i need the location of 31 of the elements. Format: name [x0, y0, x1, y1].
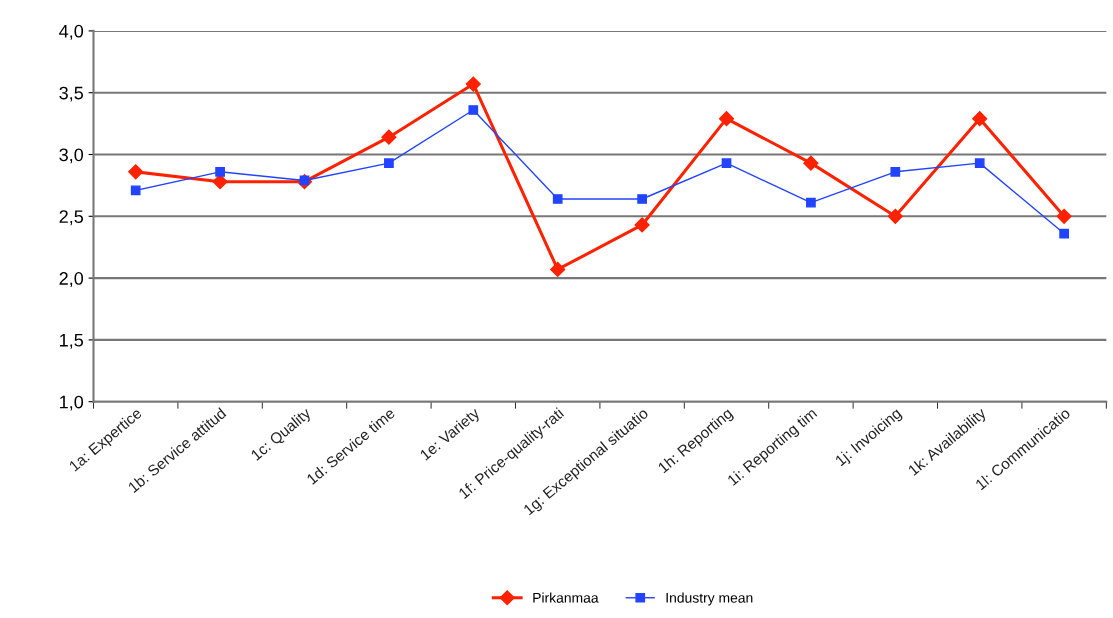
y-tick-label: 1,5	[60, 334, 84, 349]
point	[803, 155, 819, 171]
point	[1059, 228, 1069, 239]
point	[552, 194, 563, 204]
point	[974, 158, 985, 169]
point	[381, 129, 397, 145]
legend-label: Pirkanmaa	[533, 592, 599, 603]
point	[215, 166, 225, 177]
y-tick-label: 2,0	[59, 272, 84, 287]
point	[887, 208, 903, 224]
point	[550, 261, 566, 278]
point	[721, 158, 732, 169]
y-tick-label: 4,0	[59, 24, 84, 40]
point	[972, 111, 988, 127]
point	[468, 105, 479, 115]
point	[465, 76, 481, 92]
legend-label: Industry mean	[666, 592, 753, 606]
point	[128, 164, 144, 180]
point	[130, 185, 141, 196]
point	[637, 194, 647, 204]
point	[1056, 208, 1072, 224]
point	[718, 111, 735, 127]
point	[384, 158, 394, 169]
y-tick-label: 1,0	[60, 395, 84, 411]
point	[212, 174, 228, 190]
y-tick-label: 3,5	[59, 86, 84, 102]
point	[890, 166, 901, 177]
point	[634, 217, 650, 233]
point	[806, 197, 816, 208]
y-tick-label: 2,5	[59, 210, 84, 226]
y-tick-label: 3,0	[59, 148, 84, 164]
